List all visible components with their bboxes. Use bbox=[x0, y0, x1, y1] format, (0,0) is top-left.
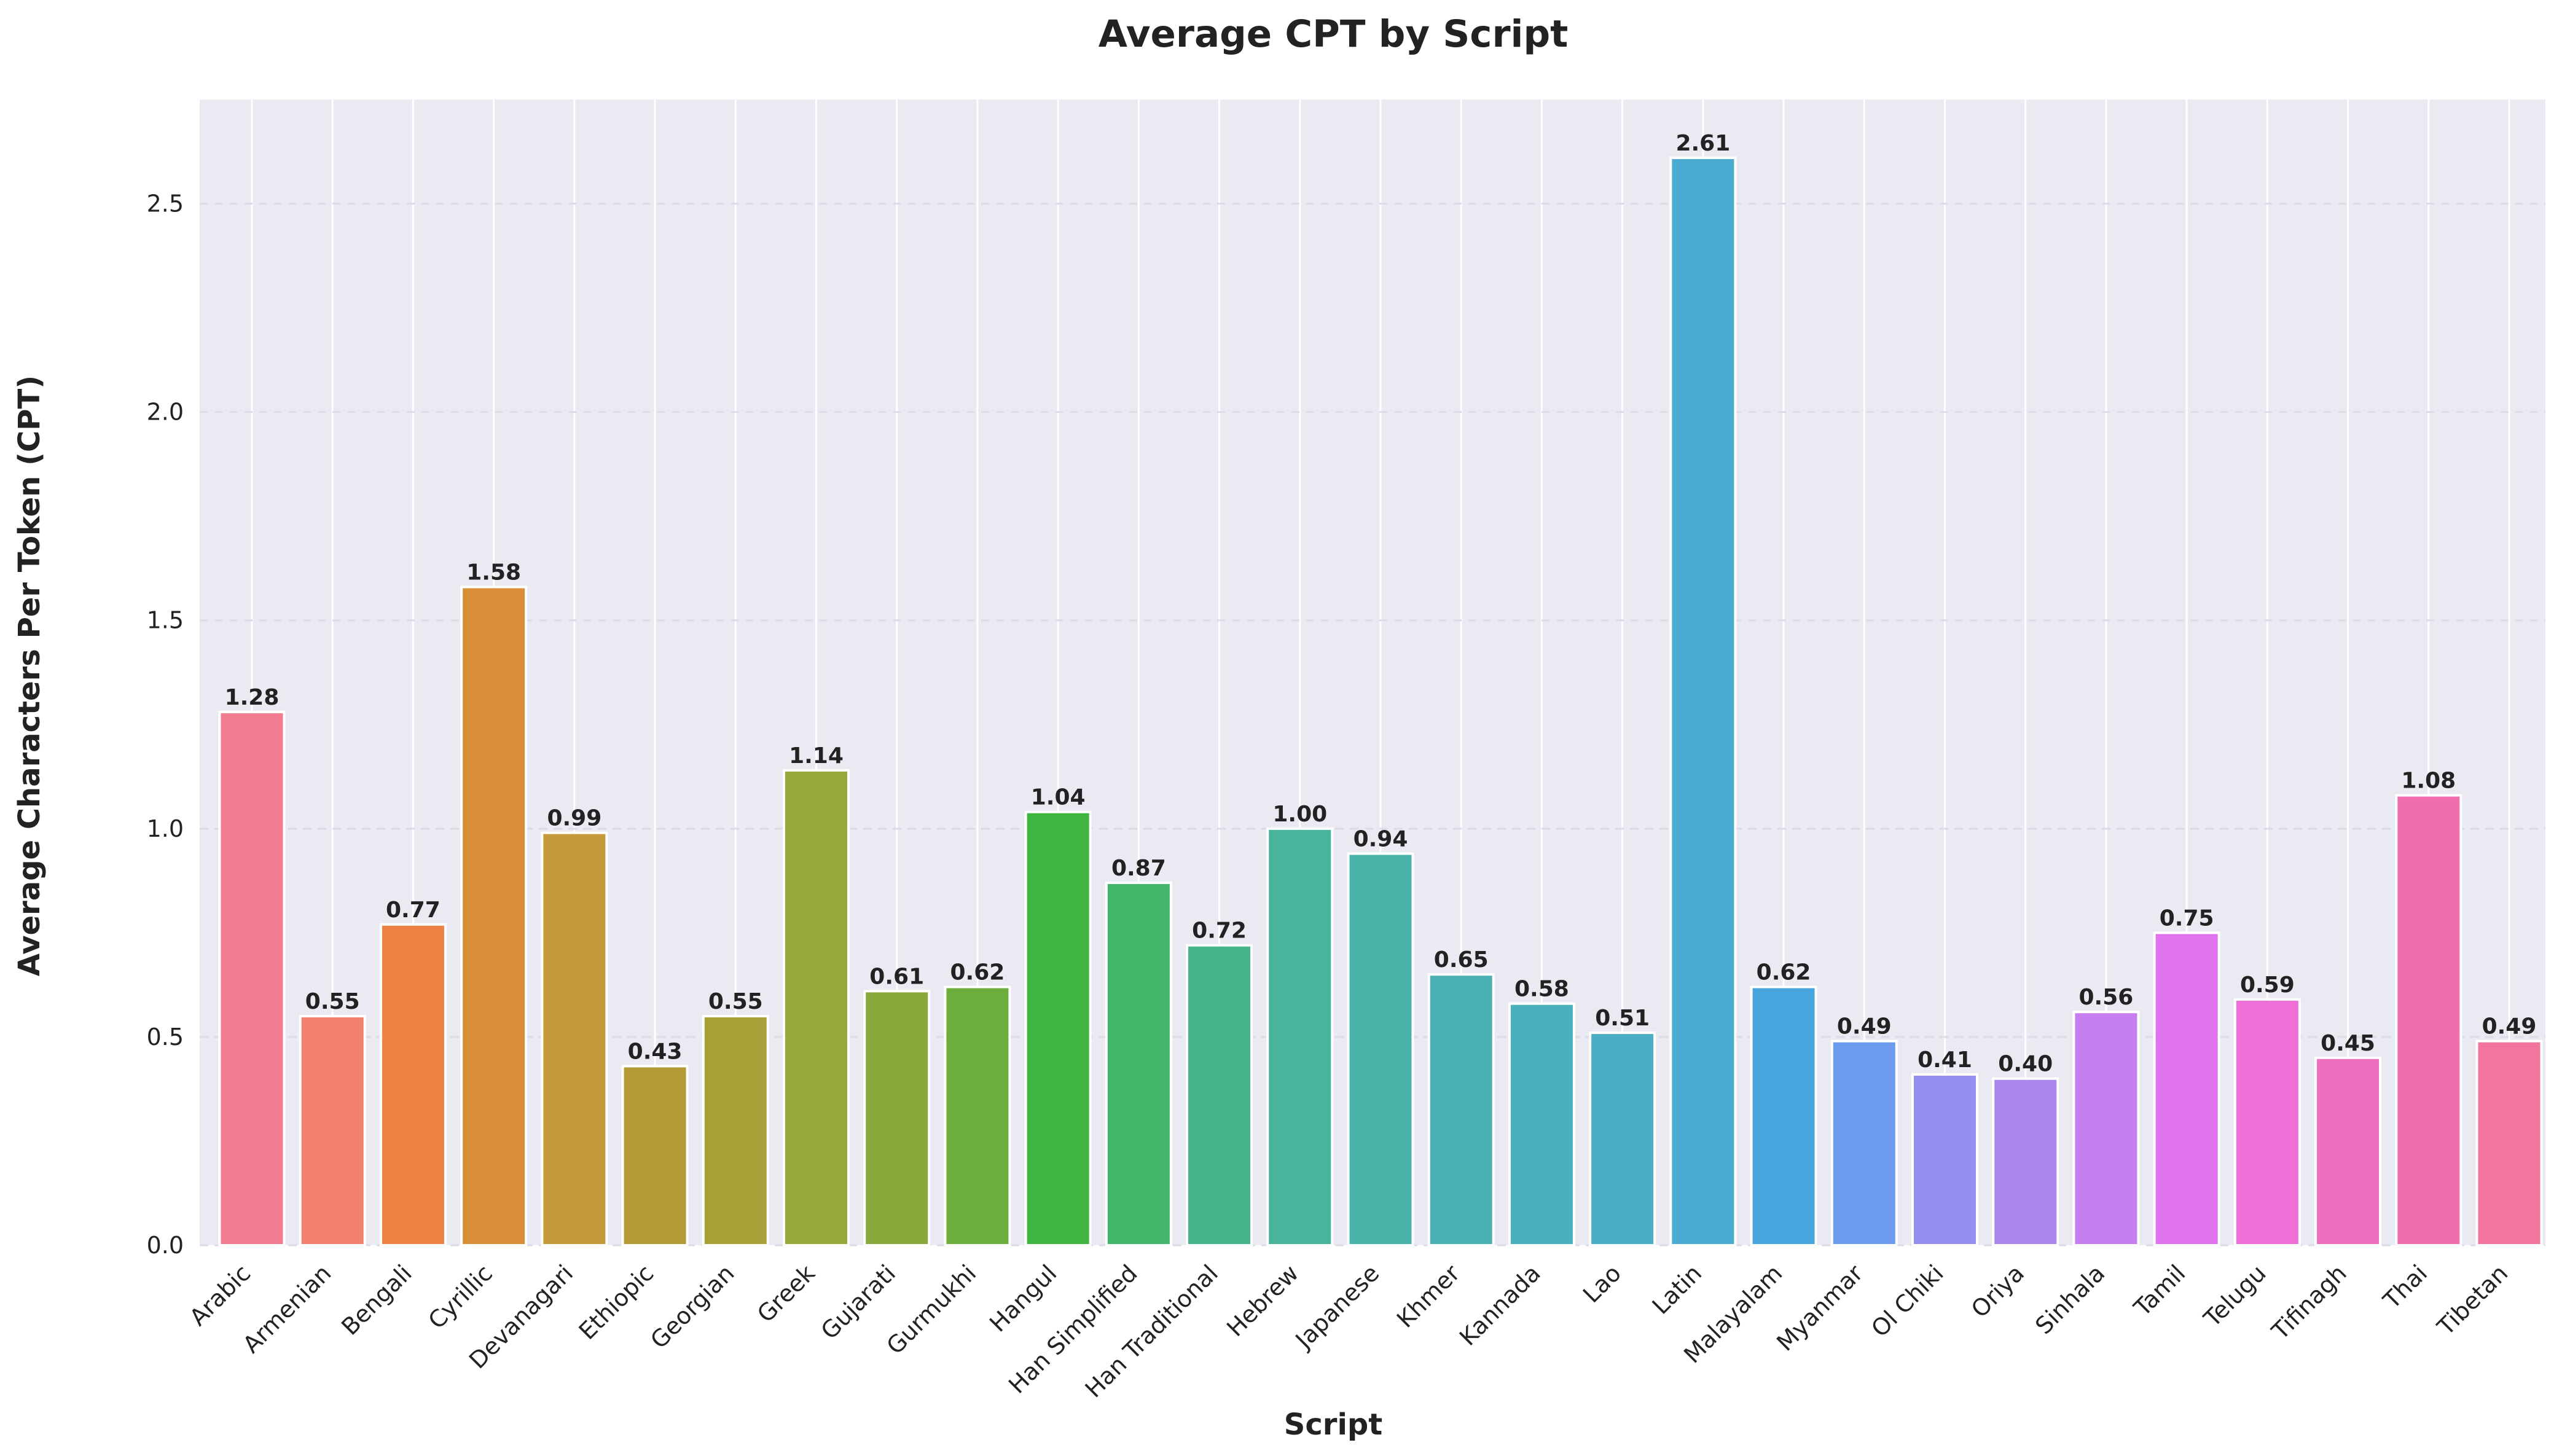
data-label: 1.00 bbox=[1272, 802, 1327, 827]
x-axis-label: Script bbox=[1284, 1407, 1382, 1442]
x-tick-label: Hangul bbox=[984, 1259, 1062, 1337]
x-tick-label: Arabic bbox=[184, 1259, 256, 1331]
y-tick-label: 0.0 bbox=[147, 1232, 184, 1259]
bar-arabic bbox=[218, 710, 286, 1247]
y-axis-ticks: 0.0 0.5 1.0 1.5 2.0 2.5 bbox=[147, 190, 184, 1259]
x-tick-label: Tibetan bbox=[2432, 1259, 2513, 1341]
data-label: 0.61 bbox=[869, 964, 924, 989]
data-label: 0.72 bbox=[1192, 918, 1247, 944]
data-label: 0.62 bbox=[1757, 960, 1811, 985]
bar-kannada bbox=[1508, 1002, 1575, 1247]
x-tick-label: Ol Chiki bbox=[1866, 1259, 1949, 1342]
x-tick-label: Hebrew bbox=[1221, 1259, 1304, 1342]
y-tick-label: 2.5 bbox=[147, 190, 184, 217]
x-tick-label: Ethiopic bbox=[574, 1259, 659, 1345]
data-label: 0.56 bbox=[2079, 985, 2134, 1010]
data-label: 1.58 bbox=[466, 560, 521, 585]
bar-malayalam bbox=[1750, 985, 1817, 1247]
bars bbox=[218, 156, 2543, 1247]
data-label: 0.43 bbox=[628, 1039, 683, 1064]
bar-latin bbox=[1669, 156, 1737, 1247]
data-label: 1.04 bbox=[1031, 785, 1086, 810]
data-label: 0.59 bbox=[2240, 973, 2295, 998]
x-tick-label: Telugu bbox=[2198, 1259, 2271, 1333]
data-label: 1.28 bbox=[225, 685, 280, 710]
x-tick-label: Armenian bbox=[238, 1259, 337, 1358]
x-tick-label: Tamil bbox=[2128, 1259, 2190, 1321]
data-label: 0.55 bbox=[305, 989, 360, 1014]
data-label: 1.08 bbox=[2401, 769, 2456, 794]
x-tick-label: Lao bbox=[1578, 1259, 1626, 1308]
bar-lao bbox=[1589, 1031, 1656, 1247]
bar-cyrillic bbox=[460, 585, 528, 1247]
x-tick-label: Greek bbox=[752, 1259, 820, 1328]
bar-myanmar bbox=[1830, 1039, 1898, 1247]
data-label: 0.75 bbox=[2160, 906, 2214, 931]
x-tick-label: Gujarati bbox=[816, 1259, 901, 1344]
data-label: 0.55 bbox=[708, 989, 763, 1014]
data-label: 0.49 bbox=[2482, 1014, 2537, 1039]
x-tick-label: Khmer bbox=[1392, 1259, 1465, 1333]
data-label: 0.87 bbox=[1111, 856, 1166, 881]
data-label: 0.58 bbox=[1514, 977, 1569, 1002]
data-label: 0.41 bbox=[1918, 1047, 1972, 1073]
bar-armenian bbox=[299, 1015, 366, 1247]
bar-han-simplified bbox=[1105, 881, 1172, 1247]
bar-japanese bbox=[1347, 852, 1414, 1247]
x-tick-label: Japanese bbox=[1290, 1259, 1385, 1355]
data-label: 0.62 bbox=[950, 960, 1005, 985]
bar-tibetan bbox=[2475, 1039, 2543, 1247]
bar-ethiopic bbox=[621, 1065, 689, 1247]
bar-hangul bbox=[1024, 810, 1092, 1247]
x-tick-label: Tifinagh bbox=[2266, 1259, 2352, 1345]
x-tick-label: Latin bbox=[1647, 1259, 1707, 1320]
bar-khmer bbox=[1427, 973, 1495, 1247]
x-tick-label: Sinhala bbox=[2030, 1259, 2110, 1339]
x-tick-label: Thai bbox=[2378, 1259, 2432, 1314]
data-labels: 1.28 0.55 0.77 1.58 0.99 0.43 0.55 1.14 0.61 0.62… bbox=[225, 131, 2537, 1077]
x-tick-label: Myanmar bbox=[1771, 1259, 1868, 1356]
bar-oriya bbox=[1992, 1077, 2059, 1247]
data-label: 1.14 bbox=[789, 743, 844, 769]
bar-ol-chiki bbox=[1911, 1073, 1978, 1247]
y-axis-label: Average Characters Per Token (CPT) bbox=[12, 375, 47, 976]
bar-hebrew bbox=[1266, 827, 1334, 1247]
data-label: 0.49 bbox=[1837, 1014, 1892, 1039]
data-label: 0.65 bbox=[1434, 947, 1489, 973]
x-tick-label: Georgian bbox=[645, 1259, 739, 1353]
y-tick-label: 1.0 bbox=[147, 815, 184, 842]
y-tick-label: 2.0 bbox=[147, 399, 184, 426]
x-tick-label: Kannada bbox=[1454, 1259, 1546, 1351]
bar-devanagari bbox=[541, 831, 608, 1247]
data-label: 0.99 bbox=[547, 806, 601, 831]
bar-sinhala bbox=[2072, 1011, 2140, 1247]
bar-tamil bbox=[2153, 931, 2220, 1247]
data-label: 0.40 bbox=[1998, 1052, 2053, 1077]
x-tick-label: Oriya bbox=[1966, 1259, 2029, 1323]
bar-gurmukhi bbox=[944, 985, 1011, 1247]
x-tick-label: Cyrillic bbox=[423, 1259, 498, 1334]
bar-han-traditional bbox=[1186, 944, 1253, 1247]
bar-telugu bbox=[2233, 998, 2301, 1247]
data-label: 2.61 bbox=[1675, 131, 1730, 156]
bar-georgian bbox=[702, 1015, 769, 1247]
data-label: 0.94 bbox=[1353, 827, 1408, 852]
x-tick-label: Bengali bbox=[336, 1259, 417, 1341]
bar-bengali bbox=[379, 923, 447, 1247]
data-label: 0.45 bbox=[2321, 1031, 2375, 1056]
bar-gujarati bbox=[863, 990, 931, 1247]
bar-thai bbox=[2395, 794, 2462, 1247]
bar-greek bbox=[783, 769, 850, 1247]
y-tick-label: 0.5 bbox=[147, 1024, 184, 1051]
chart-title: Average CPT by Script bbox=[1099, 12, 1569, 56]
bar-tifinagh bbox=[2314, 1056, 2382, 1247]
data-label: 0.51 bbox=[1595, 1006, 1650, 1031]
data-label: 0.77 bbox=[386, 898, 441, 923]
y-tick-label: 1.5 bbox=[147, 607, 184, 634]
